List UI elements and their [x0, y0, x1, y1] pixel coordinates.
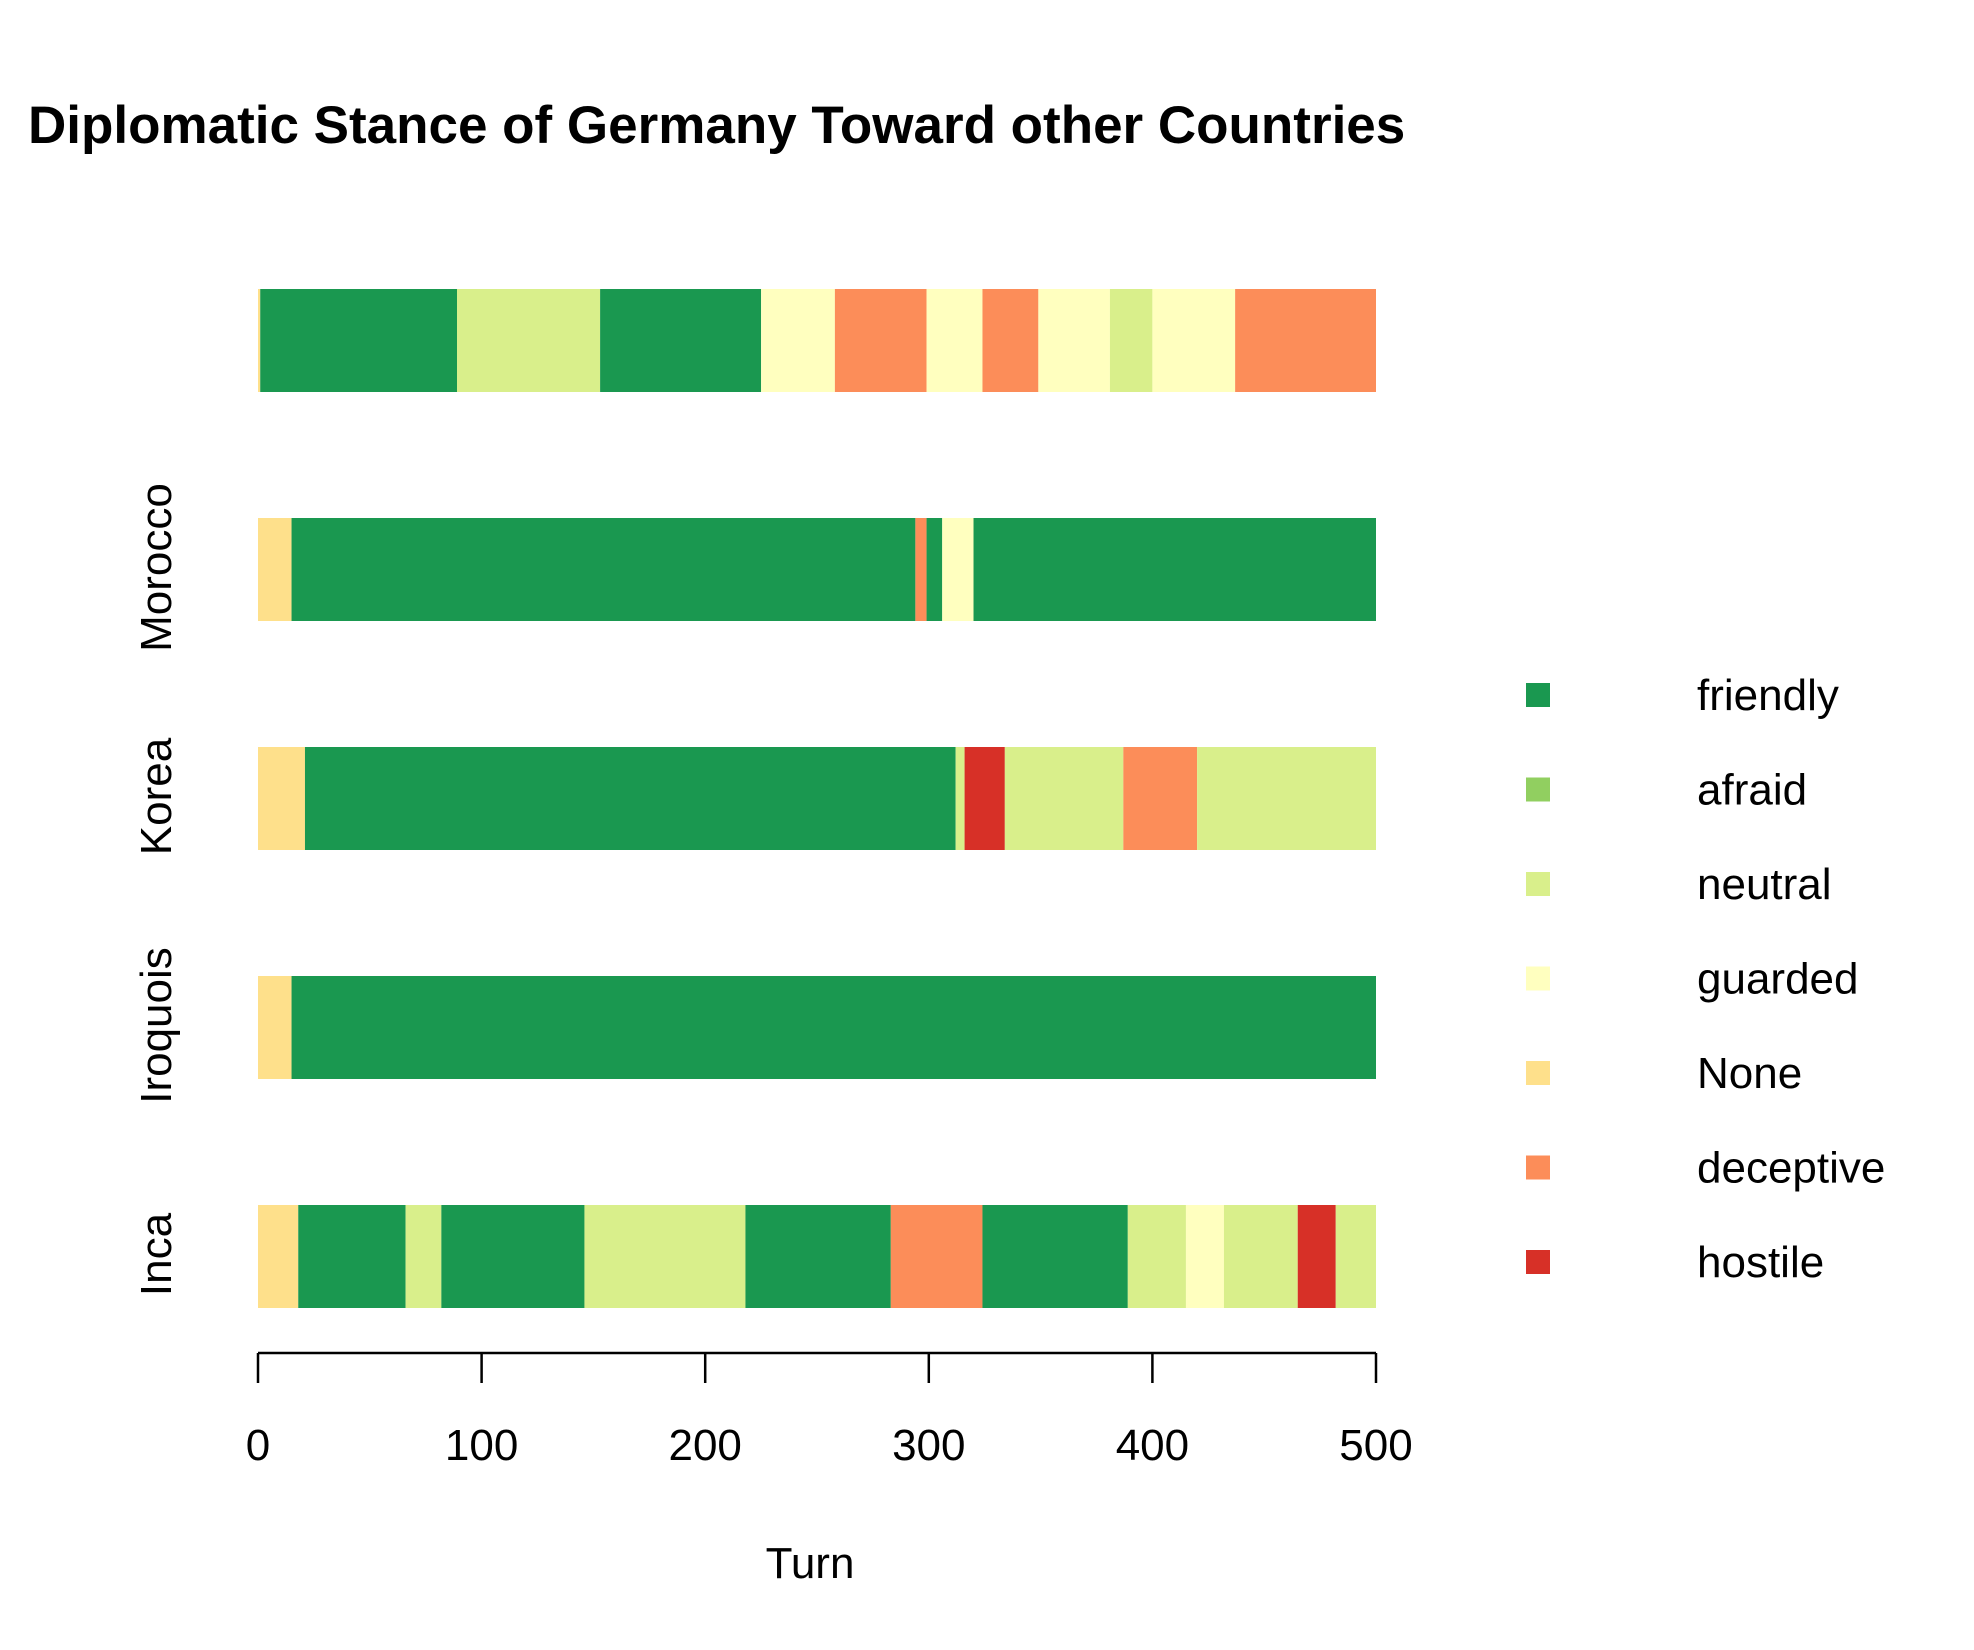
- legend-swatch: [1526, 966, 1550, 991]
- bar-segment-friendly: [982, 1205, 1128, 1308]
- bar-segment-friendly: [304, 747, 956, 850]
- bar-segment-friendly: [291, 518, 916, 621]
- bar-segment-friendly: [291, 976, 1376, 1079]
- legend-item: hostile: [1526, 1238, 1824, 1287]
- legend-swatch: [1526, 1155, 1550, 1180]
- legend-item: afraid: [1526, 766, 1807, 815]
- row-label: Korea: [132, 737, 181, 855]
- bar-segment-none: [258, 976, 292, 1079]
- bar-segment-friendly: [600, 289, 762, 392]
- legend-item: deceptive: [1526, 1144, 1885, 1193]
- bar-row: [258, 289, 1376, 392]
- bar-segment-neutral: [1335, 1205, 1376, 1308]
- bar-segment-guarded: [1038, 289, 1110, 392]
- bar-row: [258, 518, 1376, 621]
- bar-segment-none: [258, 518, 292, 621]
- bar-segment-deceptive: [1235, 289, 1376, 392]
- bar-segment-guarded: [1185, 1205, 1224, 1308]
- x-tick-label: 300: [892, 1421, 965, 1470]
- x-tick-label: 100: [445, 1421, 518, 1470]
- legend-swatch: [1526, 1061, 1550, 1085]
- bar-rows: [258, 289, 1376, 1308]
- bar-segment-neutral: [457, 289, 601, 392]
- legend: friendly afraid neutral guarded None deceptiv…: [1526, 671, 1885, 1287]
- bar-segment-none: [258, 1205, 299, 1308]
- row-labels: Morocco Korea Iroquois Inca: [132, 483, 181, 1296]
- bar-segment-neutral: [1004, 747, 1124, 850]
- legend-item: neutral: [1526, 860, 1832, 909]
- bar-segment-neutral: [584, 1205, 746, 1308]
- bar-segment-guarded: [1152, 289, 1236, 392]
- bar-segment-friendly: [926, 518, 943, 621]
- bar-segment-deceptive: [1123, 747, 1198, 850]
- legend-swatch: [1526, 872, 1550, 896]
- bar-segment-deceptive: [890, 1205, 983, 1308]
- row-label: Iroquois: [132, 947, 181, 1104]
- bar-segment-deceptive: [982, 289, 1039, 392]
- bar-segment-deceptive: [915, 518, 927, 621]
- bar-segment-neutral: [955, 747, 965, 850]
- bar-segment-friendly: [973, 518, 1376, 621]
- legend-label: None: [1697, 1049, 1802, 1098]
- bar-row: [258, 976, 1376, 1079]
- bar-segment-none: [258, 289, 261, 392]
- bar-row: [258, 1205, 1376, 1308]
- legend-swatch: [1526, 683, 1550, 707]
- legend-swatch: [1526, 777, 1550, 802]
- bar-segment-hostile: [1297, 1205, 1336, 1308]
- chart-title: Diplomatic Stance of Germany Toward othe…: [28, 96, 1405, 155]
- bar-segment-friendly: [260, 289, 458, 392]
- bar-segment-neutral: [1223, 1205, 1298, 1308]
- row-label: Inca: [132, 1212, 181, 1296]
- bar-segment-guarded: [942, 518, 974, 621]
- bar-segment-neutral: [1197, 747, 1376, 850]
- x-axis-label: Turn: [766, 1539, 855, 1588]
- legend-label: afraid: [1697, 766, 1807, 815]
- legend-item: friendly: [1526, 671, 1839, 720]
- legend-label: guarded: [1697, 955, 1858, 1004]
- bar-segment-friendly: [745, 1205, 891, 1308]
- legend-label: deceptive: [1697, 1144, 1885, 1193]
- legend-label: neutral: [1697, 860, 1832, 909]
- legend-label: hostile: [1697, 1238, 1824, 1287]
- x-tick-label: 400: [1116, 1421, 1189, 1470]
- bar-segment-deceptive: [834, 289, 927, 392]
- x-axis: 0 100 200 300 400 500: [246, 1351, 1413, 1470]
- bar-segment-neutral: [1109, 289, 1153, 392]
- bar-row: [258, 747, 1376, 850]
- bar-segment-none: [258, 747, 305, 850]
- x-tick-label: 200: [668, 1421, 741, 1470]
- bar-segment-hostile: [964, 747, 1005, 850]
- x-tick-label: 500: [1339, 1421, 1412, 1470]
- bar-segment-friendly: [441, 1205, 585, 1308]
- bar-segment-neutral: [1127, 1205, 1186, 1308]
- bar-segment-guarded: [926, 289, 983, 392]
- row-label: Morocco: [132, 483, 181, 652]
- bar-segment-guarded: [761, 289, 835, 392]
- legend-item: guarded: [1526, 955, 1858, 1004]
- bar-segment-neutral: [405, 1205, 442, 1308]
- legend-item: None: [1526, 1049, 1802, 1098]
- bar-segment-friendly: [298, 1205, 406, 1308]
- legend-label: friendly: [1697, 671, 1839, 720]
- legend-swatch: [1526, 1250, 1550, 1274]
- x-tick-label: 0: [246, 1421, 270, 1470]
